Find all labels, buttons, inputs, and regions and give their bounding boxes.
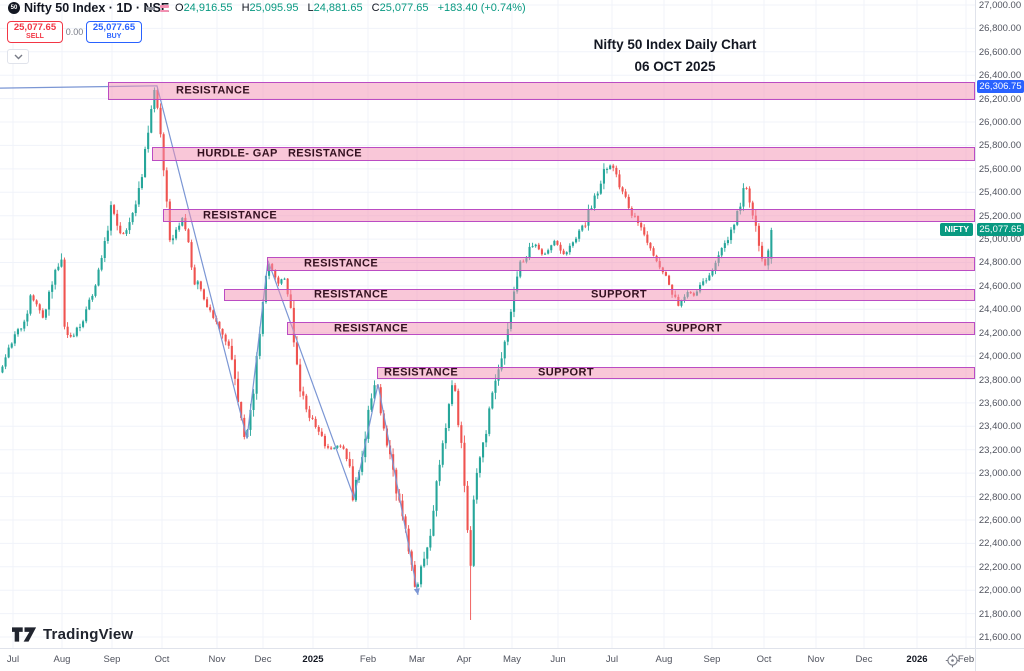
price-tick-label: 26,600.00 — [978, 47, 1022, 58]
time-tick-label: Dec — [855, 654, 873, 665]
marked-high-price-label: 26,306.75 — [977, 80, 1024, 93]
symbol-price-badge: NIFTY — [940, 223, 973, 236]
support-resistance-zone[interactable]: RESISTANCE SUPPORT — [287, 322, 975, 335]
price-tick-label: 24,400.00 — [978, 304, 1022, 315]
zone-label: RESISTANCE — [314, 288, 389, 301]
zone-label: RESISTANCE — [334, 322, 409, 335]
price-tick-label: 24,600.00 — [978, 281, 1022, 292]
sell-button[interactable]: 25,077.65 SELL — [7, 21, 63, 43]
price-tick-label: 24,800.00 — [978, 257, 1022, 268]
trendline-legend-icon[interactable] — [146, 7, 155, 10]
price-tick-label: 25,400.00 — [978, 187, 1022, 198]
watermark: TradingView — [12, 626, 133, 643]
zone-label: RESISTANCE — [176, 84, 251, 97]
time-tick-label: Dec — [254, 654, 272, 665]
price-tick-label: 26,000.00 — [978, 117, 1022, 128]
time-tick-label: Jun — [550, 654, 566, 665]
time-tick-label: Feb — [359, 654, 377, 665]
spread-value: 0.00 — [65, 27, 84, 37]
time-tick-label: Aug — [53, 654, 71, 665]
price-tick-label: 25,000.00 — [978, 234, 1022, 245]
price-tick-label: 23,600.00 — [978, 398, 1022, 409]
tradingview-logo-icon — [12, 627, 37, 642]
last-price-label: 25,077.65 — [977, 223, 1024, 236]
time-tick-label: Apr — [456, 654, 472, 665]
annotation-line1: Nifty 50 Index Daily Chart — [593, 37, 757, 52]
time-tick-label: Oct — [756, 654, 772, 665]
price-tick-label: 21,600.00 — [978, 632, 1022, 643]
buy-button[interactable]: 25,077.65 BUY — [86, 21, 142, 43]
time-tick-label: Mar — [408, 654, 426, 665]
reset-scales-button[interactable] — [945, 653, 960, 668]
support-resistance-zone[interactable]: RESISTANCE — [163, 209, 975, 222]
symbol-logo: 50 — [8, 2, 20, 14]
time-tick-label: Nov — [807, 654, 825, 665]
axis-corner — [945, 648, 1024, 671]
price-tick-label: 24,000.00 — [978, 351, 1022, 362]
support-resistance-zone[interactable]: RESISTANCE SUPPORT — [377, 367, 975, 379]
time-tick-label: Jul — [605, 654, 619, 665]
price-tick-label: 23,400.00 — [978, 421, 1022, 432]
price-tick-label: 23,800.00 — [978, 375, 1022, 386]
price-axis[interactable]: 27,000.00 26,800.00 26,600.00 26,400.00 26,2… — [975, 0, 1024, 648]
time-tick-label: May — [503, 654, 521, 665]
zone-label: RESISTANCE — [203, 209, 278, 222]
price-tick-label: 26,400.00 — [978, 70, 1022, 81]
zone-label: HURDLE- GAP RESISTANCE — [197, 147, 363, 160]
zone-label: RESISTANCE — [304, 257, 379, 270]
price-tick-label: 22,000.00 — [978, 585, 1022, 596]
chart-grid — [0, 0, 975, 648]
time-tick-label: 2026 — [906, 654, 928, 665]
price-tick-label: 23,200.00 — [978, 445, 1022, 456]
support-resistance-zone[interactable]: RESISTANCE SUPPORT — [224, 289, 975, 301]
zone-label: RESISTANCE — [384, 366, 459, 379]
time-tick-label: Aug — [655, 654, 673, 665]
support-resistance-zone[interactable]: HURDLE- GAP RESISTANCE — [152, 147, 975, 161]
change-value: +183.40 (+0.74%) — [437, 2, 526, 14]
price-tick-label: 22,800.00 — [978, 492, 1022, 503]
price-tick-label: 25,200.00 — [978, 211, 1022, 222]
time-tick-label: Jul — [6, 654, 20, 665]
time-tick-label: Oct — [154, 654, 170, 665]
price-tick-label: 25,600.00 — [978, 164, 1022, 175]
price-tick-label: 22,400.00 — [978, 538, 1022, 549]
price-tick-label: 26,200.00 — [978, 94, 1022, 105]
annotation-line2: 06 OCT 2025 — [634, 59, 716, 74]
expand-trade-panel-button[interactable] — [7, 49, 29, 64]
price-tick-label: 27,000.00 — [978, 0, 1022, 11]
chart-annotation-title: Nifty 50 Index Daily Chart 06 OCT 2025 — [500, 37, 850, 74]
time-axis[interactable]: Jul Aug Sep Oct Nov Dec 2025 Feb Mar Apr May Jun Jul… — [0, 648, 975, 671]
time-tick-label: Feb — [957, 654, 975, 665]
time-tick-label: 2025 — [302, 654, 324, 665]
chevron-down-icon — [14, 54, 22, 59]
price-tick-label: 23,000.00 — [978, 468, 1022, 479]
watermark-brand: TradingView — [43, 626, 134, 643]
time-tick-label: Sep — [703, 654, 721, 665]
candlestick-canvas[interactable] — [0, 0, 975, 648]
price-tick-label: 22,200.00 — [978, 562, 1022, 573]
price-tick-label: 26,800.00 — [978, 23, 1022, 34]
time-tick-label: Nov — [208, 654, 226, 665]
price-tick-label: 24,200.00 — [978, 328, 1022, 339]
support-resistance-zone[interactable]: RESISTANCE — [267, 257, 975, 271]
price-tick-label: 22,600.00 — [978, 515, 1022, 526]
trade-panel: 25,077.65 SELL 0.00 25,077.65 BUY — [7, 21, 142, 43]
price-tick-label: 25,800.00 — [978, 140, 1022, 151]
trendline-drawing[interactable] — [0, 85, 420, 596]
zone-label: SUPPORT — [538, 366, 594, 379]
zone-label: SUPPORT — [666, 322, 722, 335]
rectangle-zones-legend-icon[interactable] — [160, 5, 169, 12]
support-resistance-zone[interactable]: RESISTANCE — [108, 82, 975, 100]
symbol-title[interactable]: Nifty 50 Index · 1D · NSE — [24, 1, 170, 15]
price-tick-label: 21,800.00 — [978, 609, 1022, 620]
time-tick-label: Sep — [103, 654, 121, 665]
ohlc-values: O24,916.55 H25,095.95 L24,881.65 C25,077… — [175, 2, 526, 14]
zone-label: SUPPORT — [591, 288, 647, 301]
